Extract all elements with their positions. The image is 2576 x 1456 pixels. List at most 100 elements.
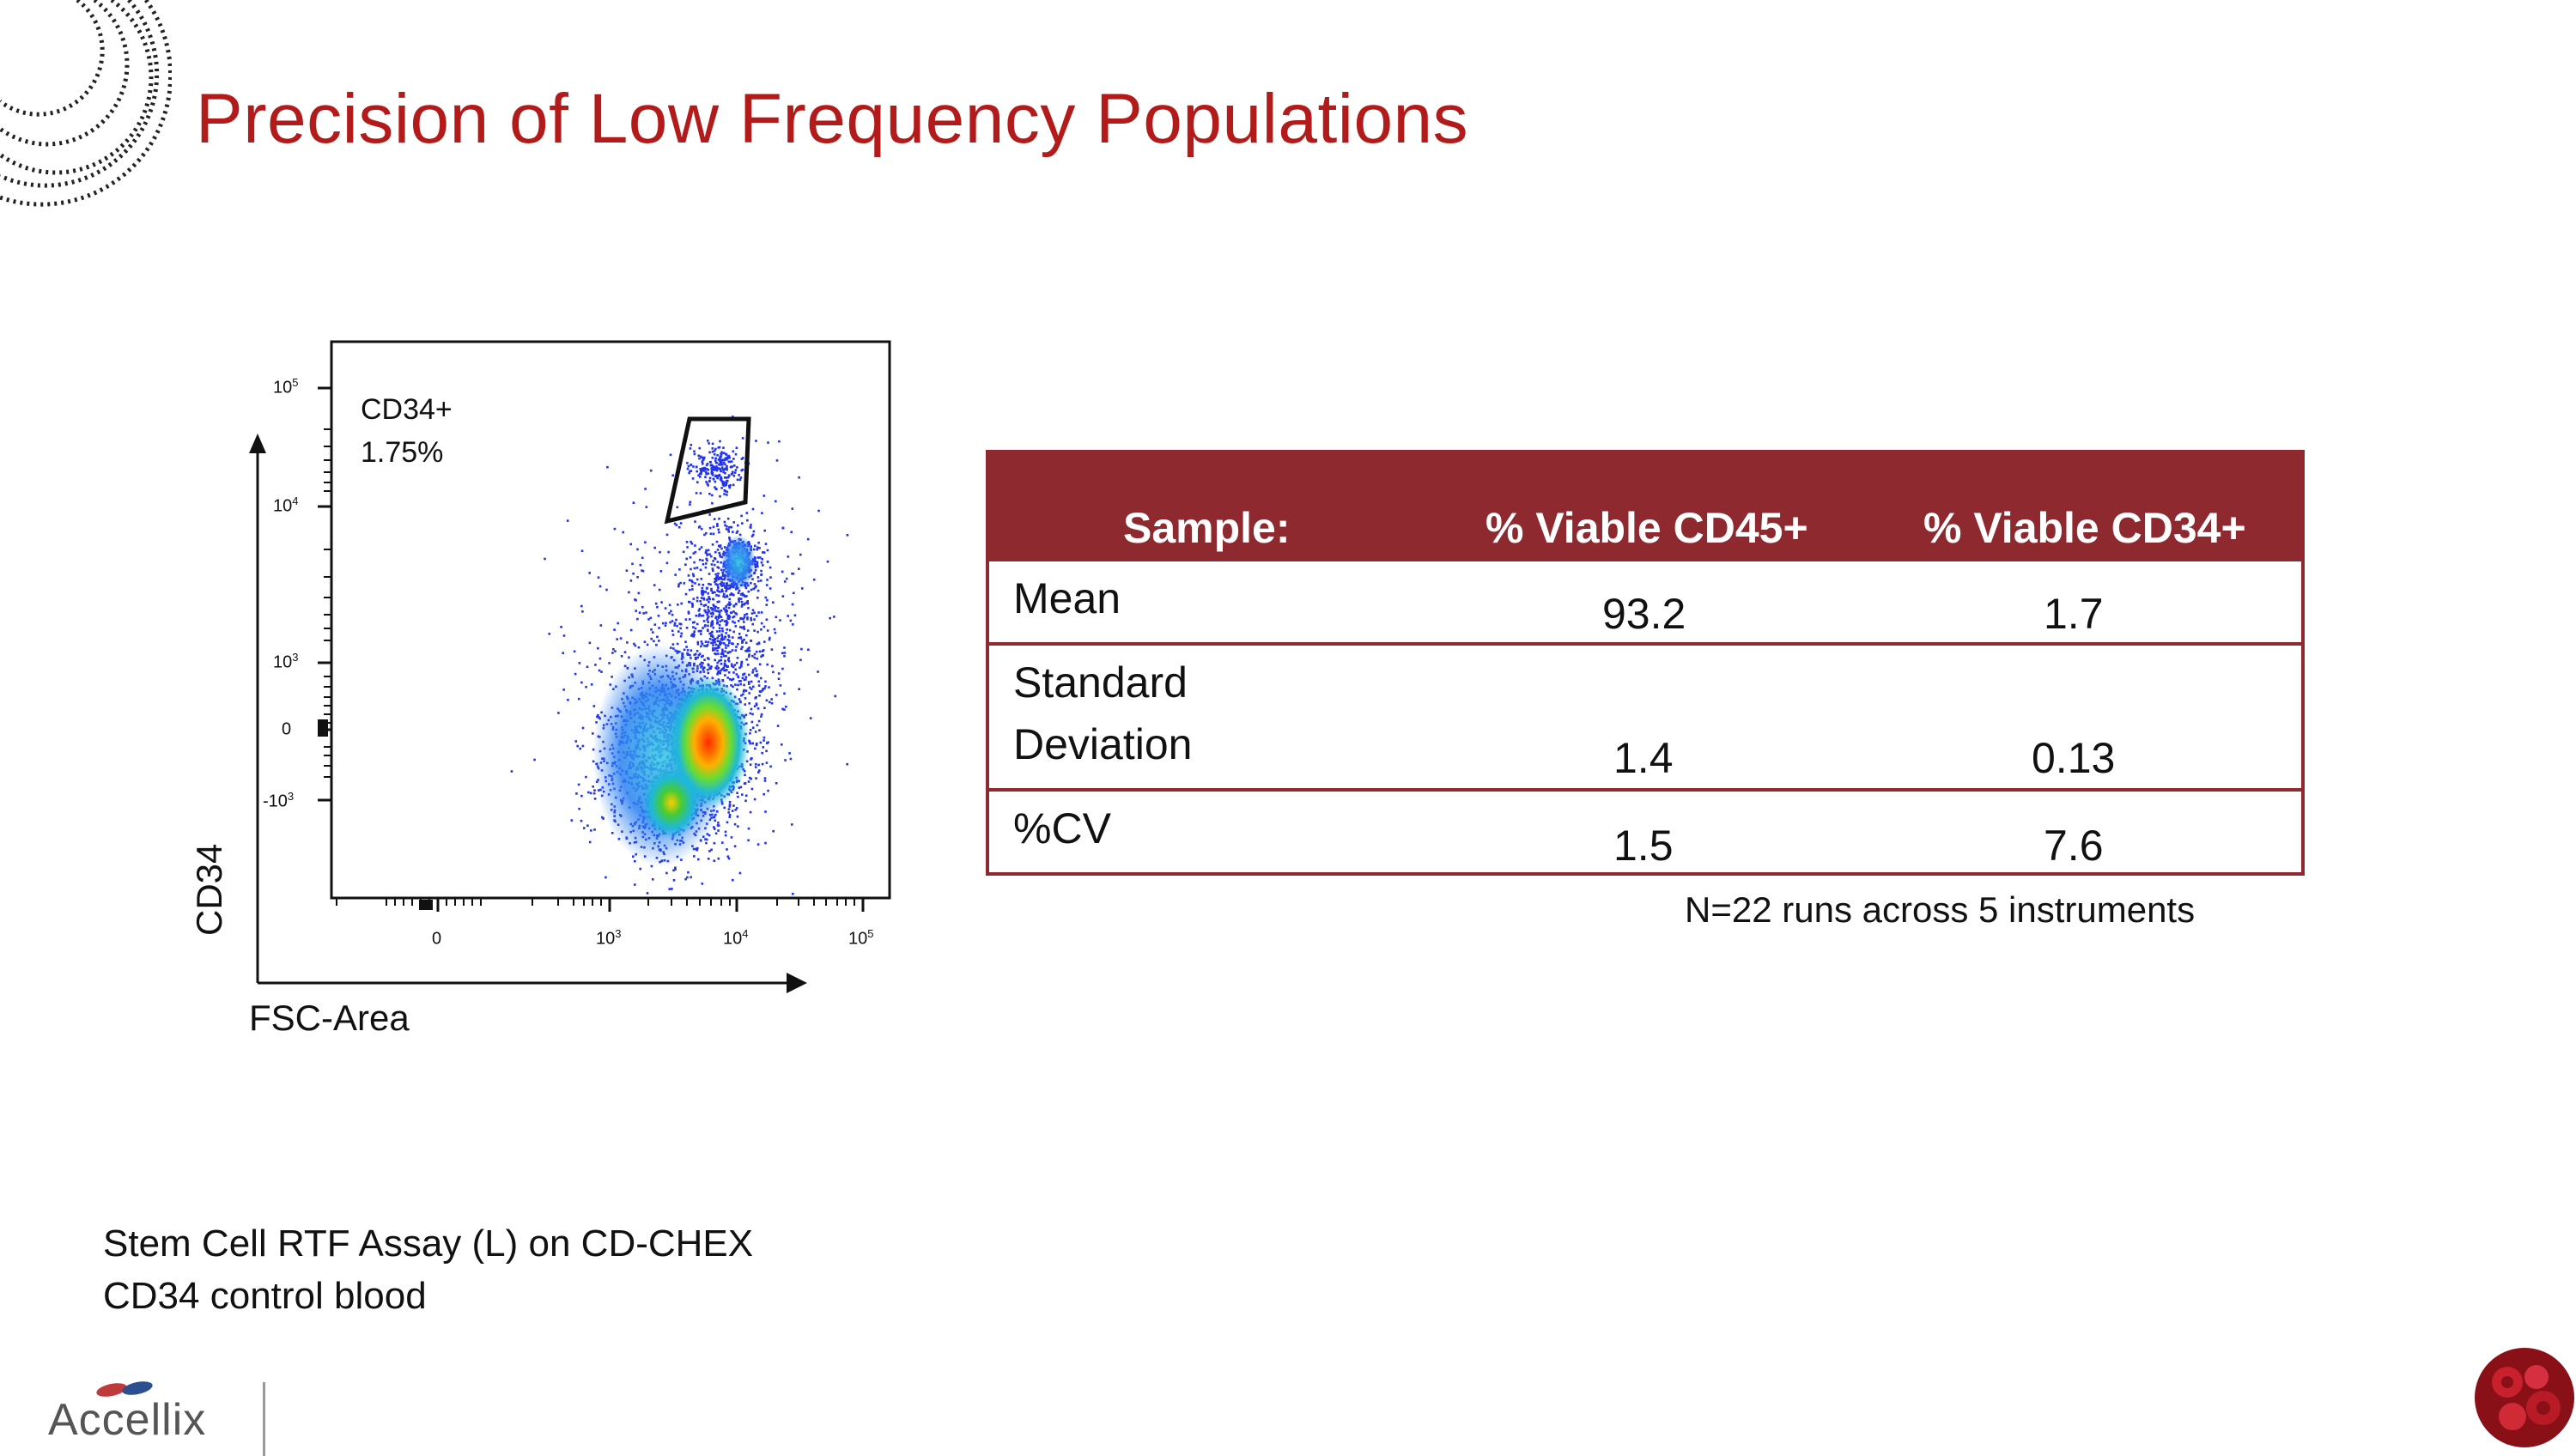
scatter-dot — [746, 519, 749, 522]
scatter-dot — [766, 549, 769, 552]
scatter-dot — [706, 468, 708, 470]
scatter-dot — [739, 680, 742, 682]
scatter-dot — [711, 609, 714, 611]
scatter-dot — [714, 646, 717, 650]
scatter-dot — [738, 786, 741, 789]
scatter-dot — [724, 834, 727, 837]
scatter-dot — [756, 597, 759, 599]
scatter-dot — [728, 803, 732, 806]
scatter-dot — [765, 749, 768, 753]
scatter-dot — [757, 579, 760, 583]
scatter-dot — [764, 543, 768, 545]
scatter-dot — [641, 569, 643, 572]
scatter-dot — [702, 598, 706, 601]
scatter-dot — [714, 580, 716, 584]
scatter-dot — [727, 531, 730, 533]
scatter-dot — [634, 644, 637, 647]
scatter-dot — [574, 740, 578, 743]
scatter-dot — [700, 470, 702, 474]
row-label: %CV — [1013, 804, 1111, 852]
scatter-dot — [740, 458, 744, 460]
scatter-dot — [732, 804, 735, 807]
scatter-dot — [722, 484, 726, 488]
scatter-dot — [769, 701, 771, 704]
scatter-dot — [792, 623, 794, 626]
scatter-dot — [777, 677, 781, 680]
scatter-dot — [718, 627, 721, 629]
scatter-dot — [721, 651, 724, 653]
scatter-dot — [775, 782, 778, 785]
scatter-dot — [702, 559, 704, 562]
scatter-dot — [652, 631, 654, 634]
scatter-dot — [585, 775, 587, 779]
scatter-dot — [628, 591, 630, 594]
scatter-dot — [708, 667, 711, 670]
scatter-dot — [740, 514, 743, 518]
scatter-dot — [748, 653, 750, 656]
scatter-dot — [727, 808, 731, 810]
scatter-dot — [685, 557, 688, 561]
scatter-dot — [704, 566, 708, 569]
scatter-dot — [597, 646, 599, 650]
scatter-dot — [734, 668, 737, 671]
scatter-dot — [726, 639, 729, 641]
scatter-dot — [664, 607, 667, 610]
scatter-dot — [734, 649, 738, 652]
scatter-dot — [738, 478, 742, 482]
scatter-dot — [706, 586, 708, 590]
scatter-dot — [753, 629, 756, 632]
scatter-dot — [806, 537, 810, 541]
scatter-dot — [673, 622, 677, 625]
scatter-dot — [645, 506, 648, 508]
scatter-dot — [783, 580, 787, 583]
scatter-dot — [762, 494, 766, 497]
scatter-dot — [693, 855, 696, 858]
scatter-dot — [781, 570, 784, 573]
scatter-dot — [718, 517, 720, 520]
scatter-dot — [744, 697, 747, 700]
scatter-dot — [743, 689, 745, 692]
scatter-dot — [747, 584, 750, 587]
scatter-dot — [629, 579, 633, 582]
scatter-dot — [699, 476, 702, 478]
scatter-dot — [722, 585, 726, 587]
scatter-dot — [748, 702, 750, 705]
scatter-dot — [720, 479, 723, 482]
scatter-dot — [673, 522, 677, 525]
scatter-dot — [705, 557, 708, 561]
scatter-dot — [712, 525, 715, 529]
scatter-dot — [711, 474, 714, 476]
scatter-dot — [581, 610, 584, 613]
scatter-dot — [692, 598, 696, 600]
scatter-dot — [710, 848, 713, 852]
scatter-dot — [717, 458, 720, 461]
scatter-dot — [715, 610, 719, 613]
scatter-dot — [708, 480, 711, 483]
scatter-dot — [699, 568, 702, 572]
scatter-dot — [833, 616, 835, 618]
scatter-dot — [684, 563, 687, 566]
scatter-dot — [726, 587, 730, 590]
scatter-dot — [785, 577, 788, 580]
scatter-dot — [728, 525, 731, 529]
scatter-dot — [726, 628, 729, 631]
scatter-dot — [739, 476, 743, 479]
scatter-dot — [592, 792, 596, 795]
scatter-dot — [834, 695, 837, 698]
scatter-dot — [714, 447, 717, 451]
scatter-dot — [737, 795, 739, 798]
scatter-dot — [675, 618, 677, 622]
scatter-dot — [636, 548, 639, 551]
scatter-dot — [754, 731, 757, 733]
scatter-dot — [761, 558, 763, 561]
scatter-dot — [713, 859, 716, 862]
scatter-dot — [722, 667, 725, 670]
scatter-dot — [781, 526, 785, 530]
scatter-dot — [716, 649, 719, 652]
scatter-dot — [745, 595, 748, 598]
scatter-dot — [765, 618, 769, 621]
scatter-dot — [728, 800, 732, 804]
scatter-dot — [756, 673, 759, 676]
scatter-dot — [755, 695, 757, 699]
scatter-dot — [748, 776, 751, 780]
